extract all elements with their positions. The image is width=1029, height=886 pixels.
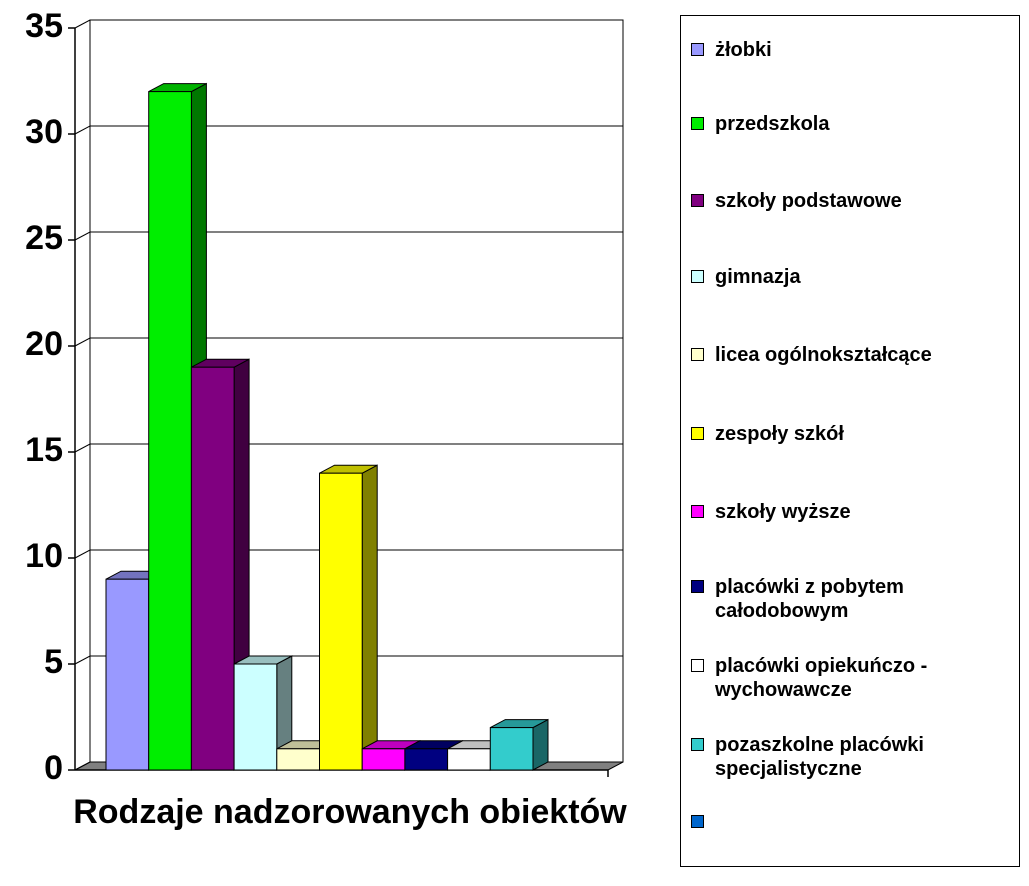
legend-item: szkoły podstawowe xyxy=(691,189,1015,213)
chart: 0 5 10 15 20 25 30 35 xyxy=(25,7,624,787)
legend-item: placówki opiekuńczo - wychowawcze xyxy=(691,654,1015,702)
y-tick-label: 10 xyxy=(25,537,63,575)
bar xyxy=(361,748,406,771)
legend-label: zespoły szkół xyxy=(715,423,844,445)
grid-line xyxy=(74,337,623,347)
legend: żłobki przedszkola szkoły podstawowe gimnaz… xyxy=(680,15,1020,867)
legend-item: gimnazja xyxy=(691,265,1015,289)
legend-swatch xyxy=(691,43,704,56)
grid-line xyxy=(74,549,623,559)
y-tick-label: 35 xyxy=(25,7,63,45)
grid-line xyxy=(74,19,623,29)
legend-swatch xyxy=(691,815,704,828)
bar xyxy=(447,748,491,771)
legend-swatch xyxy=(691,580,704,593)
legend-label: licea ogólnokształcące xyxy=(715,344,932,366)
grid-line xyxy=(74,125,623,135)
legend-swatch xyxy=(691,738,704,751)
bar xyxy=(489,727,534,771)
bar-side xyxy=(361,464,378,771)
legend-label: żłobki xyxy=(715,39,772,61)
y-tick-label: 30 xyxy=(25,113,63,151)
y-tick-label: 20 xyxy=(25,325,63,363)
bar xyxy=(233,663,278,771)
legend-label: gimnazja xyxy=(715,266,801,288)
bar xyxy=(148,91,192,771)
bar-side xyxy=(532,718,549,771)
legend-label: szkoły wyższe xyxy=(715,501,851,523)
legend-item: szkoły wyższe xyxy=(691,500,1015,524)
legend-swatch xyxy=(691,117,704,130)
legend-item: zespoły szkół xyxy=(691,422,1015,446)
legend-label: szkoły podstawowe xyxy=(715,190,902,212)
legend-swatch xyxy=(691,270,704,283)
bar xyxy=(190,366,235,771)
legend-label: przedszkola xyxy=(715,113,830,135)
legend-label: pozaszkolne placówki specjalistyczne xyxy=(715,734,924,780)
bar xyxy=(105,578,150,771)
legend-label: placówki opiekuńczo - wychowawcze xyxy=(715,655,928,701)
legend-item: pozaszkolne placówki specjalistyczne xyxy=(691,733,1015,781)
legend-label: placówki z pobytem całodobowym xyxy=(715,576,904,622)
bar xyxy=(319,472,363,771)
y-tick-label: 5 xyxy=(44,643,63,681)
y-tick-label: 15 xyxy=(25,431,63,469)
legend-item: żłobki xyxy=(691,38,1015,62)
legend-swatch xyxy=(691,505,704,518)
legend-item: placówki z pobytem całodobowym xyxy=(691,575,1015,623)
grid-line xyxy=(74,231,623,241)
grid-line xyxy=(74,655,623,665)
legend-swatch xyxy=(691,427,704,440)
y-tick-label: 0 xyxy=(44,749,63,787)
legend-item: przedszkola xyxy=(691,112,1015,136)
legend-item: licea ogólnokształcące xyxy=(691,343,1015,367)
legend-swatch xyxy=(691,348,704,361)
legend-swatch xyxy=(691,659,704,672)
bar xyxy=(404,748,449,771)
grid-line xyxy=(74,443,623,453)
y-tick-label: 25 xyxy=(25,219,63,257)
category-label: Rodzaje nadzorowanych obiektów xyxy=(73,793,627,831)
bar xyxy=(276,748,320,771)
legend-swatch xyxy=(691,194,704,207)
